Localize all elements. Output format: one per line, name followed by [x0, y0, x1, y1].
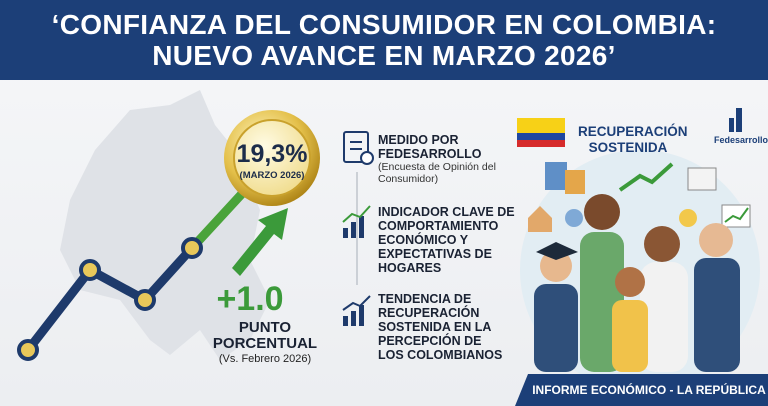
- item: MEDIDO POR FEDESARROLLO (Encuesta de Opi…: [378, 133, 496, 185]
- flag-yellow: [517, 118, 565, 133]
- icon-part: [351, 222, 356, 238]
- person-body: [612, 300, 648, 372]
- flag: [517, 118, 565, 147]
- change-comparison: (Vs. Febrero 2026): [218, 353, 312, 365]
- icon-bars: [342, 205, 371, 238]
- person-body: [694, 258, 740, 372]
- footer-band: [515, 374, 768, 406]
- trend-line: [24, 244, 196, 353]
- item-title: TENDENCIA DE RECUPERACIÓN SOSTENIDA EN L…: [378, 292, 503, 362]
- deco-icons: [528, 162, 751, 232]
- icon-part: [343, 131, 369, 163]
- item: TENDENCIA DE RECUPERACIÓN SOSTENIDA EN L…: [378, 292, 508, 362]
- badge-period: (MARZO 2026): [239, 170, 305, 181]
- change-unit: PUNTO PORCENTUAL: [212, 319, 318, 352]
- icon-part: [359, 216, 364, 238]
- badge-core: [233, 119, 311, 197]
- person-head: [540, 250, 572, 282]
- badge-value: 19,3%: [236, 140, 308, 168]
- house: [528, 206, 552, 232]
- item-title: INDICADOR CLAVE DE COMPORTAMIENTO ECONÓM…: [378, 205, 515, 275]
- map-silhouette: [60, 90, 270, 360]
- grad-cap: [536, 242, 578, 260]
- logo-mark: [729, 108, 742, 132]
- icon-part: [342, 205, 371, 223]
- title-line: ‘CONFIANZA DEL CONSUMIDOR EN COLOMBIA:: [51, 9, 717, 40]
- logo-part: [736, 108, 742, 132]
- point: [134, 289, 156, 311]
- trend-points: [17, 237, 203, 361]
- trend-line-up: [187, 180, 255, 253]
- item-title: MEDIDO POR FEDESARROLLO: [378, 133, 482, 161]
- bag: [545, 162, 567, 190]
- point: [17, 339, 39, 361]
- item-subtitle: (Encuesta de Opinión del Consumidor): [378, 161, 496, 185]
- green-arrow: [232, 208, 288, 276]
- person-head: [644, 226, 680, 262]
- icon-part: [360, 151, 374, 165]
- logo-text: Fedesarrollo: [714, 135, 768, 145]
- icon-survey: [343, 131, 374, 165]
- icon-part: [351, 311, 356, 326]
- person-head: [699, 223, 733, 257]
- arrow: [618, 162, 674, 192]
- shop: [687, 167, 717, 191]
- pie-icon: [565, 209, 583, 227]
- person-head: [584, 194, 620, 230]
- point: [181, 237, 203, 259]
- footer-text: INFORME ECONÓMICO - LA REPÚBLICA: [532, 383, 766, 397]
- person-head: [615, 267, 645, 297]
- icon-trend: [342, 295, 371, 326]
- person-body: [534, 284, 578, 372]
- icon-part: [342, 295, 371, 311]
- title-line: NUEVO AVANCE EN MARZO 2026’: [152, 40, 616, 71]
- point: [79, 259, 101, 281]
- icon-part: [359, 305, 364, 326]
- icon-part: [343, 316, 348, 326]
- flag-red: [517, 140, 565, 147]
- item: INDICADOR CLAVE DE COMPORTAMIENTO ECONÓM…: [378, 205, 518, 275]
- change-value: +1.0: [216, 280, 284, 318]
- chart-icon: [721, 204, 751, 228]
- flag-blue: [517, 133, 565, 140]
- logo-part: [729, 118, 734, 132]
- person-body: [640, 262, 688, 372]
- bag: [565, 170, 585, 194]
- people: [534, 194, 740, 372]
- arrow: [724, 207, 749, 223]
- icon-part: [343, 228, 348, 238]
- illustration-caption: RECUPERACIÓN SOSTENIDA: [578, 124, 688, 155]
- header: ‘CONFIANZA DEL CONSUMIDOR EN COLOMBIA: N…: [0, 0, 768, 80]
- coin: [679, 209, 697, 227]
